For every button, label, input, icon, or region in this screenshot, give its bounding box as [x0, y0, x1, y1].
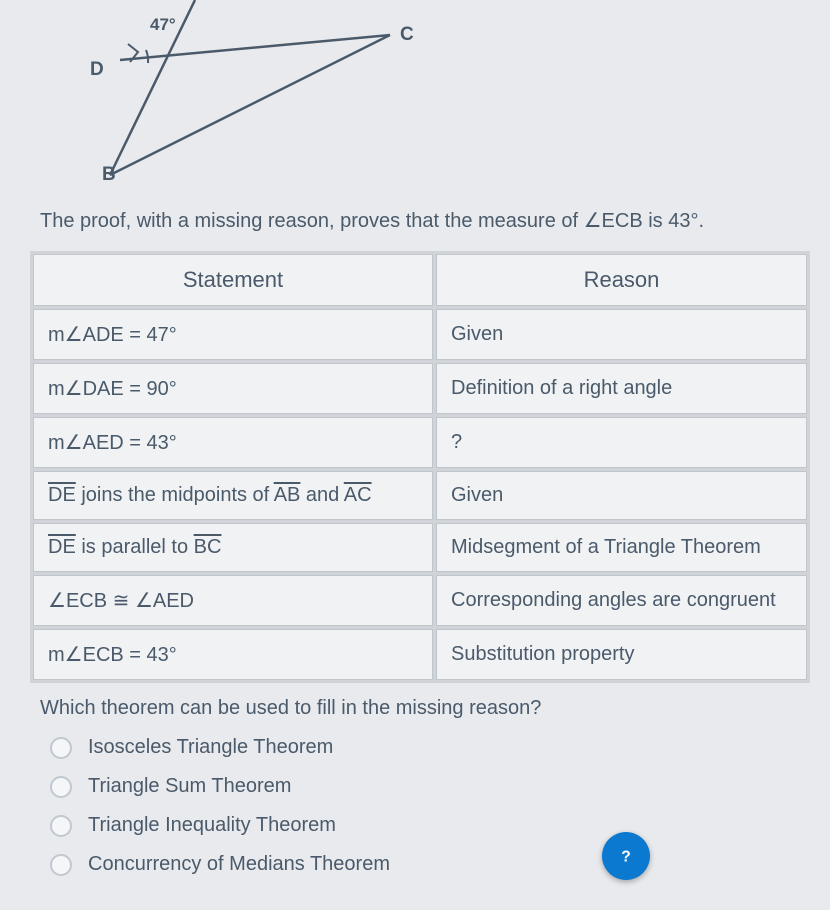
- answer-options: Isosceles Triangle Theorem Triangle Sum T…: [50, 736, 810, 876]
- geometry-diagram: 47° D C B: [20, 0, 810, 190]
- option-label: Concurrency of Medians Theorem: [88, 853, 390, 876]
- table-row: DE is parallel to BCMidsegment of a Tria…: [33, 523, 807, 572]
- header-reason: Reason: [436, 254, 807, 306]
- proof-table: Statement Reason mADE = 47°GivenmDAE = 9…: [30, 251, 810, 683]
- header-statement: Statement: [33, 254, 433, 306]
- table-row: mAED = 43°?: [33, 417, 807, 468]
- statement-cell: DE is parallel to BC: [33, 523, 433, 572]
- answer-option[interactable]: Triangle Inequality Theorem: [50, 814, 810, 837]
- statement-cell: mAED = 43°: [33, 417, 433, 468]
- statement-cell: mADE = 47°: [33, 309, 433, 360]
- vertex-d-label: D: [90, 59, 104, 80]
- table-row: mECB = 43°Substitution property: [33, 629, 807, 680]
- answer-option[interactable]: Isosceles Triangle Theorem: [50, 736, 810, 759]
- statement-cell: ECB ≅ AED: [33, 575, 433, 626]
- help-button[interactable]: ?: [602, 832, 650, 880]
- reason-cell: Substitution property: [436, 629, 807, 680]
- prompt-post: is 43°.: [643, 210, 704, 232]
- followup-question: Which theorem can be used to fill in the…: [40, 697, 810, 720]
- proof-prompt: The proof, with a missing reason, proves…: [40, 208, 810, 233]
- question-icon: ?: [615, 845, 637, 867]
- reason-cell: Midsegment of a Triangle Theorem: [436, 523, 807, 572]
- reason-cell: Definition of a right angle: [436, 363, 807, 414]
- prompt-pre: The proof, with a missing reason, proves…: [40, 210, 584, 232]
- reason-cell: Given: [436, 309, 807, 360]
- table-row: ECB ≅ AEDCorresponding angles are congru…: [33, 575, 807, 626]
- radio-icon[interactable]: [50, 815, 72, 837]
- table-row: mADE = 47°Given: [33, 309, 807, 360]
- answer-option[interactable]: Concurrency of Medians Theorem: [50, 853, 810, 876]
- statement-cell: DE joins the midpoints of AB and AC: [33, 471, 433, 520]
- option-label: Triangle Sum Theorem: [88, 775, 291, 798]
- vertex-c-label: C: [400, 24, 414, 45]
- reason-cell: Given: [436, 471, 807, 520]
- reason-cell: ?: [436, 417, 807, 468]
- svg-text:?: ?: [621, 849, 631, 866]
- radio-icon[interactable]: [50, 854, 72, 876]
- vertex-b-label: B: [102, 164, 116, 185]
- angle-47-label: 47°: [150, 15, 176, 34]
- radio-icon[interactable]: [50, 776, 72, 798]
- option-label: Triangle Inequality Theorem: [88, 814, 336, 837]
- table-row: mDAE = 90°Definition of a right angle: [33, 363, 807, 414]
- prompt-angle: ECB: [584, 210, 643, 232]
- table-row: DE joins the midpoints of AB and ACGiven: [33, 471, 807, 520]
- statement-cell: mECB = 43°: [33, 629, 433, 680]
- answer-option[interactable]: Triangle Sum Theorem: [50, 775, 810, 798]
- statement-cell: mDAE = 90°: [33, 363, 433, 414]
- radio-icon[interactable]: [50, 737, 72, 759]
- option-label: Isosceles Triangle Theorem: [88, 736, 333, 759]
- reason-cell: Corresponding angles are congruent: [436, 575, 807, 626]
